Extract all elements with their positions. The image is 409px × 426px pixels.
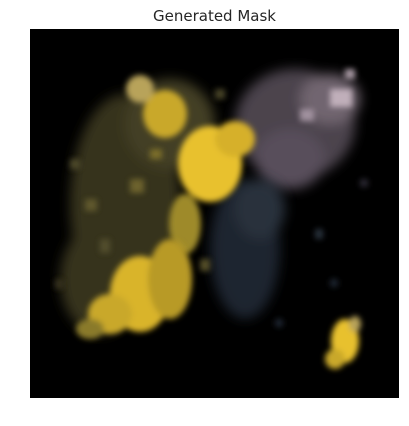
slate-region	[210, 179, 285, 319]
generated-mask-image	[30, 29, 399, 398]
yellow-mass-lower	[76, 239, 192, 339]
dim-spots-right	[275, 179, 368, 327]
scattered-pixels	[55, 89, 225, 289]
yellow-blob-lower-right	[325, 316, 361, 369]
figure-title: Generated Mask	[153, 7, 276, 25]
mauve-highlights	[300, 69, 355, 121]
generated-mask-canvas	[30, 29, 399, 398]
yellow-mass-upper	[126, 75, 255, 254]
